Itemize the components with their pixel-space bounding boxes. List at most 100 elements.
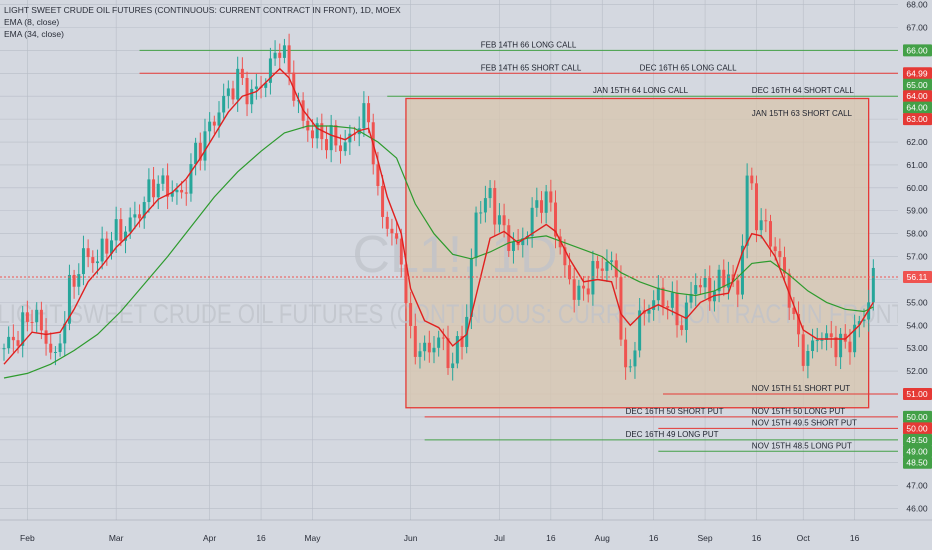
candle [652,290,656,321]
candle-body [287,45,291,73]
candle [815,327,819,353]
candle-body [619,277,623,340]
candle-body [329,125,333,151]
candle [539,191,543,224]
candle [829,321,833,348]
candle-body [773,246,777,252]
candle [820,332,824,350]
level-price-tag-background [903,101,932,114]
candle [577,279,581,306]
level-price-tag: 50.00 [903,422,932,435]
candle-body [717,269,721,292]
level-price-tag-value: 49.00 [906,446,928,456]
candle [184,179,188,206]
candle [582,276,586,301]
candle-body [236,68,240,100]
level-label: FEB 14TH 65 SHORT CALL [481,63,582,72]
candle [212,115,216,134]
candle-body [180,189,184,193]
time-axis[interactable]: Feb Mar Apr 16 May Jun Jul 16 Aug 16 Sep 16 Oct 16 [0,519,932,550]
watermark-description: LIGHT SWEET CRUDE OIL FUTURES (CONTINUOU… [0,299,913,329]
candle [521,227,525,258]
candle [367,95,371,134]
candle [413,313,417,365]
candle-body [231,88,235,100]
candle-body [170,192,174,197]
candle-body [745,175,749,246]
candle-body [189,164,193,194]
candle [175,183,179,205]
level-price-tag-background [903,388,932,401]
price-tick-label: 54.00 [906,320,928,330]
candle [530,197,534,248]
candle-body [600,268,604,271]
candle-body [479,212,483,214]
candle [222,83,226,119]
candle-body [610,260,614,262]
candle [754,175,758,243]
candle [166,163,170,210]
candle-body [282,45,286,58]
candle [278,43,282,71]
level-price-tag-background [903,113,932,126]
candle [156,175,160,210]
candle-body [829,333,833,338]
candle-body [67,274,71,324]
candle [825,325,829,351]
candle [339,134,343,164]
candle-body [39,309,43,331]
candle [427,330,431,363]
candle-body [423,342,427,352]
candle [871,259,875,311]
last-price-value: 56.11 [907,272,928,282]
candle-body [310,130,314,139]
time-tick-label: May [304,533,321,543]
candle [647,304,651,323]
candle-body [100,238,104,262]
candle [680,316,684,336]
candle-body [455,336,459,364]
candle-body [109,240,113,254]
candle-body [647,309,651,314]
level-price-tag-background [903,90,932,103]
level-label: NOV 15TH 48.5 LONG PUT [752,441,852,450]
candle-body [712,291,716,302]
level-price-tag-background [903,422,932,435]
candle [63,311,67,356]
candle [343,129,347,156]
candle [479,201,483,224]
time-tick-label: 16 [649,533,659,543]
candle-body [451,363,455,369]
candle-body [539,200,543,213]
candle-body [862,319,866,322]
candle-body [577,285,581,300]
candle [231,80,235,105]
level-price-tag: 63.00 [903,113,932,126]
candle [600,257,604,281]
candle-body [124,231,128,241]
candle-body [441,337,445,339]
chart-title: LIGHT SWEET CRUDE OIL FUTURES (CONTINUOU… [4,5,401,15]
candle-body [133,214,137,218]
price-tick-label: 61.00 [906,160,928,170]
candle-body [815,340,819,342]
candle-body [698,285,702,288]
candle-body [871,267,875,303]
candle-body [105,238,109,254]
candle-body [680,325,684,330]
level-price-tag-background [903,433,932,446]
candle-body [95,261,99,264]
candle-body [35,309,39,323]
candle [759,208,763,239]
level-price-tag-value: 65.00 [906,80,928,90]
time-axis-background [0,520,932,550]
candle [722,259,726,297]
candle [226,80,230,109]
time-tick-label: Sep [698,533,713,543]
price-range-box [405,97,870,409]
candle [488,180,492,208]
level-label: JAN 15TH 64 LONG CALL [593,86,689,95]
candle [81,235,85,286]
level-price-tag-value: 64.99 [906,68,928,78]
